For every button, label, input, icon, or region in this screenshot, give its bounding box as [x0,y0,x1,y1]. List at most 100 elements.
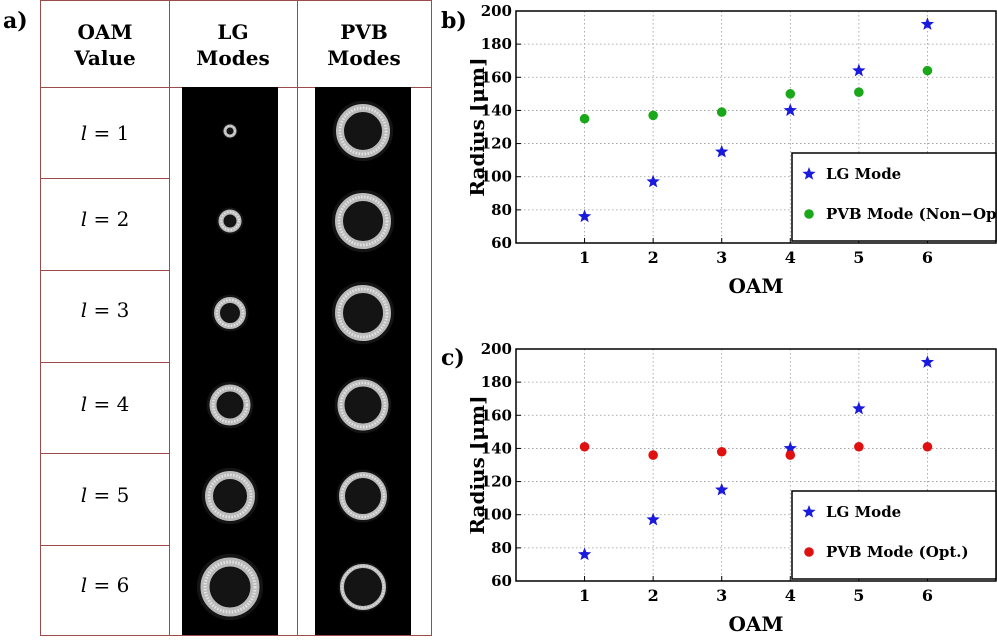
chart-b-series1-point-6 [922,65,933,76]
chart-b-legend-label-1: PVB Mode (Non−Opt.) [826,205,997,223]
chart-c-legend-label-0: LG Mode [826,503,901,521]
chart-b-ytick-label: 80 [491,201,512,219]
chart-b-series1-point-4 [785,89,796,99]
chart-b-xtick-label: 2 [648,248,659,267]
table-divider [41,178,169,179]
chart-c-series1-point-2 [648,450,658,460]
chart-b-xlabel: OAM [728,274,783,298]
chart-c-legend [791,490,997,580]
table-divider [41,362,169,363]
chart-c-legend-marker-1 [804,547,814,557]
mode-table: OAM Value LG Modes PVB Modes l = 1 l = 2… [40,0,432,636]
chart-b-series0-point-3 [715,144,729,158]
pvb-speckle-5 [340,473,386,519]
chart-c-series0-point-3 [715,482,729,496]
chart-c-xtick-label: 2 [648,586,659,605]
chart-b-legend-marker-1 [804,209,814,219]
table-divider [169,1,170,635]
chart-c-ytick-label: 60 [491,572,512,590]
pvb-speckle-6 [341,565,385,609]
lg-speckle-4 [211,386,249,424]
oam-value-l6: l = 6 [80,573,130,597]
header-pvb-modes: PVB Modes [327,20,401,70]
chart-c-ytick-label: 100 [481,506,512,524]
header-oam-value: OAM Value [74,20,136,70]
lg-mode-images [182,87,278,635]
lg-speckle-1 [224,125,236,137]
chart-c-xtick-label: 5 [853,586,864,605]
table-divider [41,545,169,546]
chart-c-series1-point-6 [922,441,933,452]
table-divider [41,453,169,454]
chart-b-series0-point-2 [646,174,660,188]
pvb-speckle-2 [337,195,389,247]
chart-b-ytick-label: 200 [481,2,512,20]
pvb-speckle-3 [337,287,389,339]
pvb-speckle-1 [338,106,388,156]
pvb-mode-images [315,87,411,635]
chart-b-ytick-label: 160 [481,68,512,86]
chart-b-xtick-label: 6 [922,248,933,267]
chart-c-xtick-label: 6 [922,586,933,605]
chart-b-series1-point-1 [579,113,590,124]
chart-b-series0-point-6 [920,17,935,30]
chart-c-ytick-label: 80 [491,539,512,557]
chart-c-legend-label-1: PVB Mode (Opt.) [826,543,969,561]
chart-c-axes-frame [515,348,997,582]
pvb-beam-profiles [331,100,395,612]
chart-c-ytick-label: 140 [481,439,512,457]
chart-c-series1-point-1 [579,441,590,452]
chart-c-xtick-label: 3 [716,586,727,605]
chart-b-xtick-label: 1 [579,248,590,267]
lg-speckle-6 [203,560,257,614]
oam-value-l4: l = 4 [80,392,130,416]
chart-b-legend [791,152,997,242]
chart-c-legend-marker-0 [802,505,816,518]
chart-c-series1-point-4 [785,450,796,460]
chart-c-ytick-label: 160 [481,406,512,424]
chart-c-series0-point-5 [852,401,866,415]
chart-b-axes-frame [515,10,997,244]
chart-b-xtick-label: 3 [716,248,727,267]
chart-c-series1-point-3 [716,446,727,457]
chart-b-ytick-label: 140 [481,101,512,119]
oam-value-l3: l = 3 [80,298,130,322]
lg-speckle-3 [215,298,245,328]
panel-label-a: a) [3,8,28,34]
chart-b-series1-point-2 [648,110,658,121]
header-lg-modes: LG Modes [196,20,270,70]
chart-b-series1-point-5 [854,87,864,97]
chart-c-series0-point-1 [577,547,592,561]
chart-b-series0-point-4 [783,103,797,117]
chart-b-series0-point-5 [852,63,866,77]
chart-b-ytick-label: 100 [481,168,512,186]
oam-value-l5: l = 5 [80,483,130,507]
pvb-speckle-4 [339,381,387,429]
chart-c-xtick-label: 1 [579,586,590,605]
pvb-halo-6 [338,562,388,612]
chart-c-series0-point-4 [783,441,797,455]
lg-beam-profiles [196,123,264,621]
chart-c-xtick-label: 4 [785,586,796,605]
chart-c-ytick-label: 200 [481,340,512,358]
chart-c-ylabel: Radius [μm] [470,395,489,534]
lg-speckle-2 [220,211,240,231]
chart-b-ytick-label: 180 [481,35,512,53]
chart-c-ytick-label: 120 [481,473,512,491]
table-divider [297,1,298,635]
chart-c-series1-point-5 [854,441,864,452]
chart-b-ytick-label: 120 [481,135,512,153]
chart-c-ytick-label: 180 [481,373,512,391]
lg-speckle-5 [207,473,253,519]
chart-b-series1-point-3 [716,107,727,117]
chart-b-legend-label-0: LG Mode [826,165,901,183]
chart-b-non-optimized: 1 2 3 4 5 6 60 80 100 120 140 160 180 200 OAM Radius [μ… [470,2,997,298]
table-divider [41,270,169,271]
panel-label-b: b) [441,8,467,34]
oam-value-l1: l = 1 [80,121,130,145]
chart-b-ytick-label: 60 [491,234,512,252]
chart-b-xtick-label: 4 [785,248,796,267]
chart-c-series0-point-2 [646,512,660,526]
oam-value-l2: l = 2 [80,207,130,231]
chart-b-ylabel: Radius [μm] [470,57,489,196]
